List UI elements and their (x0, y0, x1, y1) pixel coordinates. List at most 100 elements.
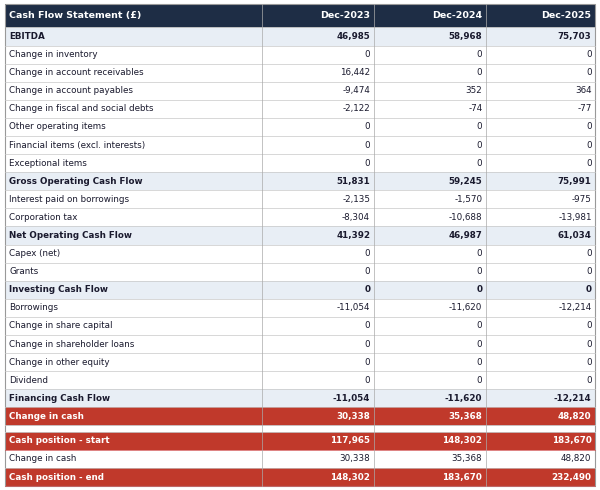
Text: Other operating items: Other operating items (9, 122, 106, 131)
Text: Change in account payables: Change in account payables (9, 86, 133, 95)
Text: 0: 0 (476, 285, 482, 294)
Bar (5, 371, 595, 389)
Bar (5, 208, 595, 226)
Text: -8,304: -8,304 (342, 213, 370, 222)
Text: 0: 0 (477, 340, 482, 348)
Text: 35,368: 35,368 (452, 454, 482, 464)
Text: 41,392: 41,392 (336, 231, 370, 240)
Text: 51,831: 51,831 (337, 177, 370, 186)
Bar (5, 64, 595, 82)
Text: Dividend: Dividend (9, 376, 48, 385)
Text: 352: 352 (466, 86, 482, 95)
Bar (5, 46, 595, 64)
Text: 0: 0 (365, 141, 370, 149)
Text: -12,214: -12,214 (559, 303, 592, 312)
Bar (5, 335, 595, 353)
Bar (5, 100, 595, 118)
Text: 0: 0 (477, 321, 482, 330)
Text: 0: 0 (365, 249, 370, 258)
Text: 0: 0 (586, 159, 592, 168)
Text: Financing Cash Flow: Financing Cash Flow (9, 394, 110, 403)
Text: Net Operating Cash Flow: Net Operating Cash Flow (9, 231, 132, 240)
Text: 0: 0 (477, 159, 482, 168)
Text: 75,703: 75,703 (558, 32, 592, 41)
Text: 0: 0 (586, 249, 592, 258)
Bar (5, 299, 595, 317)
Text: 58,968: 58,968 (449, 32, 482, 41)
Text: 0: 0 (365, 358, 370, 367)
Text: Interest paid on borrowings: Interest paid on borrowings (9, 195, 129, 204)
Bar (5, 82, 595, 100)
Text: Financial items (excl. interests): Financial items (excl. interests) (9, 141, 145, 149)
Text: Dec-2025: Dec-2025 (542, 11, 592, 20)
Text: EBITDA: EBITDA (9, 32, 45, 41)
Text: 364: 364 (575, 86, 592, 95)
Text: Change in fiscal and social debts: Change in fiscal and social debts (9, 104, 154, 113)
Text: -11,054: -11,054 (333, 394, 370, 403)
Bar (5, 118, 595, 136)
Text: Corporation tax: Corporation tax (9, 213, 77, 222)
Text: Gross Operating Cash Flow: Gross Operating Cash Flow (9, 177, 143, 186)
Text: 0: 0 (586, 50, 592, 59)
Text: Capex (net): Capex (net) (9, 249, 60, 258)
Bar (5, 136, 595, 154)
Text: 0: 0 (586, 321, 592, 330)
Text: 46,987: 46,987 (449, 231, 482, 240)
Bar (5, 432, 595, 450)
Text: 0: 0 (365, 321, 370, 330)
Text: -975: -975 (572, 195, 592, 204)
Text: Change in cash: Change in cash (9, 454, 76, 464)
Text: 0: 0 (586, 358, 592, 367)
Text: Investing Cash Flow: Investing Cash Flow (9, 285, 108, 294)
Text: 183,670: 183,670 (443, 472, 482, 482)
Bar (5, 245, 595, 263)
Text: 0: 0 (586, 340, 592, 348)
Text: 0: 0 (365, 267, 370, 276)
Text: 0: 0 (477, 50, 482, 59)
Text: Cash position - start: Cash position - start (9, 437, 110, 445)
Text: Change in other equity: Change in other equity (9, 358, 110, 367)
Text: 0: 0 (477, 122, 482, 131)
Bar (5, 353, 595, 371)
Bar (5, 190, 595, 208)
Text: 0: 0 (477, 358, 482, 367)
Text: 0: 0 (477, 376, 482, 385)
Bar (5, 317, 595, 335)
Text: 48,820: 48,820 (558, 412, 592, 421)
Text: 0: 0 (586, 122, 592, 131)
Text: 148,302: 148,302 (443, 437, 482, 445)
Text: 117,965: 117,965 (330, 437, 370, 445)
Text: -11,054: -11,054 (337, 303, 370, 312)
Bar (5, 407, 595, 425)
Text: 46,985: 46,985 (337, 32, 370, 41)
Text: -2,122: -2,122 (343, 104, 370, 113)
Bar (5, 468, 595, 486)
Text: Exceptional items: Exceptional items (9, 159, 87, 168)
Text: -1,570: -1,570 (454, 195, 482, 204)
Text: Change in inventory: Change in inventory (9, 50, 97, 59)
Text: Dec-2024: Dec-2024 (432, 11, 482, 20)
Text: -12,214: -12,214 (554, 394, 592, 403)
Text: 0: 0 (586, 267, 592, 276)
Text: 0: 0 (477, 267, 482, 276)
Text: 183,670: 183,670 (552, 437, 592, 445)
Text: 0: 0 (586, 376, 592, 385)
Text: 232,490: 232,490 (551, 472, 592, 482)
Text: -10,688: -10,688 (449, 213, 482, 222)
Text: Change in share capital: Change in share capital (9, 321, 113, 330)
Bar (5, 263, 595, 281)
Bar (5, 226, 595, 245)
Text: -74: -74 (468, 104, 482, 113)
Bar (5, 4, 595, 27)
Text: Change in account receivables: Change in account receivables (9, 68, 143, 77)
Text: 0: 0 (586, 141, 592, 149)
Text: Change in shareholder loans: Change in shareholder loans (9, 340, 134, 348)
Text: 148,302: 148,302 (331, 472, 370, 482)
Text: Grants: Grants (9, 267, 38, 276)
Text: Cash position - end: Cash position - end (9, 472, 104, 482)
Text: -11,620: -11,620 (449, 303, 482, 312)
Text: 0: 0 (477, 249, 482, 258)
Text: 0: 0 (364, 285, 370, 294)
Text: Cash Flow Statement (£): Cash Flow Statement (£) (9, 11, 142, 20)
Bar (5, 281, 595, 299)
